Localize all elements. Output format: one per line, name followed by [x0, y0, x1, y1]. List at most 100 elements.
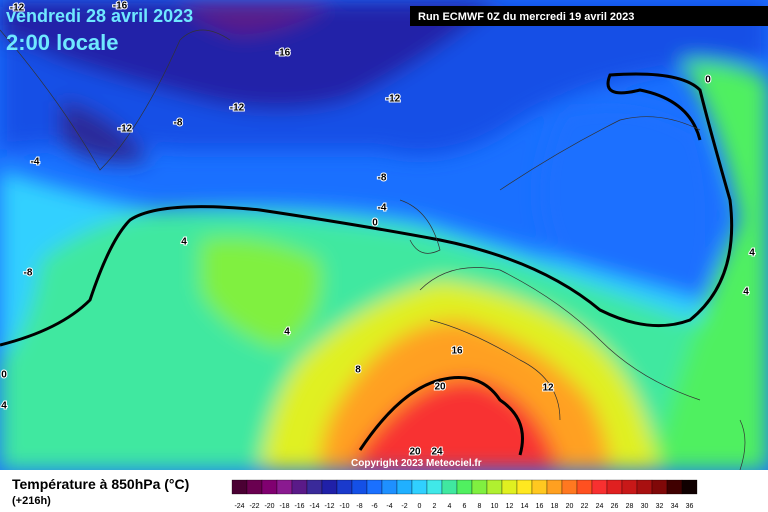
contour-label: -8	[378, 173, 387, 184]
contour-label: -16	[113, 1, 128, 12]
scale-swatch	[291, 479, 308, 495]
scale-swatch	[276, 479, 293, 495]
scale-label: -4	[386, 503, 392, 510]
scale-label: 8	[478, 503, 482, 510]
contour-label: 4	[749, 248, 755, 259]
scale-label: -6	[371, 503, 377, 510]
scale-swatch	[336, 479, 353, 495]
scale-swatch	[321, 479, 338, 495]
scale-label: 0	[418, 503, 422, 510]
contour-label: -12	[10, 3, 25, 14]
scale-label: 32	[656, 503, 664, 510]
scale-label: -14	[309, 503, 319, 510]
scale-swatch	[681, 479, 698, 495]
contour-label: -8	[24, 268, 33, 279]
map-field	[0, 0, 768, 471]
scale-swatch	[666, 479, 683, 495]
contour-label: 8	[355, 365, 361, 376]
scale-label: -8	[356, 503, 362, 510]
scale-swatch	[471, 479, 488, 495]
scale-label: 34	[671, 503, 679, 510]
scale-swatch	[651, 479, 668, 495]
scale-label: 24	[596, 503, 604, 510]
contour-label: 12	[542, 383, 554, 394]
contour-label: 4	[284, 327, 290, 338]
scale-swatch	[546, 479, 563, 495]
contour-label: 20	[409, 447, 421, 458]
scale-label: -22	[249, 503, 259, 510]
contour-label: -8	[174, 118, 183, 129]
scale-swatch	[306, 479, 323, 495]
scale-swatch	[621, 479, 638, 495]
contour-label: -4	[378, 203, 387, 214]
scale-swatch	[486, 479, 503, 495]
contour-label: -12	[230, 103, 245, 114]
scale-label: 10	[491, 503, 499, 510]
scale-label: -2	[401, 503, 407, 510]
contour-label: -12	[118, 124, 133, 135]
contour-label: -16	[276, 48, 291, 59]
scale-label: 14	[521, 503, 529, 510]
scale-swatch	[636, 479, 653, 495]
valid-date: vendredi 28 avril 2023	[6, 6, 193, 26]
scale-label: 30	[641, 503, 649, 510]
scale-label: 6	[463, 503, 467, 510]
scale-swatch	[381, 479, 398, 495]
scale-swatch	[411, 479, 428, 495]
scale-swatch	[246, 479, 263, 495]
scale-swatch	[516, 479, 533, 495]
scale-swatch	[426, 479, 443, 495]
map-title: Température à 850hPa (°C)	[12, 476, 189, 492]
contour-lines	[0, 72, 734, 456]
contour-label: 0	[705, 75, 711, 86]
scale-label: 28	[626, 503, 634, 510]
scale-label: -12	[324, 503, 334, 510]
lead-time: (+216h)	[12, 495, 51, 507]
scale-swatch	[366, 479, 383, 495]
scale-label: 16	[536, 503, 544, 510]
scale-label: 20	[566, 503, 574, 510]
contour-label: 0	[1, 370, 7, 381]
scale-swatch	[591, 479, 608, 495]
scale-label: 22	[581, 503, 589, 510]
scale-label: 12	[506, 503, 514, 510]
scale-label: -10	[339, 503, 349, 510]
scale-label: 2	[433, 503, 437, 510]
scale-label: -24	[234, 503, 244, 510]
contour-label: -4	[31, 157, 40, 168]
scale-swatch	[531, 479, 548, 495]
scale-swatch	[441, 479, 458, 495]
scale-label: 18	[551, 503, 559, 510]
contour-labels: -12 -16-16-12-12-12-8-4-8-404-84804161220…	[0, 0, 756, 459]
contour-label: 4	[181, 237, 187, 248]
run-banner	[410, 6, 768, 26]
coastlines	[0, 29, 746, 471]
scale-label: 4	[448, 503, 452, 510]
scale-swatch	[231, 479, 248, 495]
color-scale: -24 -22 -20 -18 -16 -14 -12 -10 -8 -6 -4 -2 0 2 4 6 8 10 1…	[231, 479, 698, 510]
scale-label: -18	[279, 503, 289, 510]
contour-label: 16	[451, 346, 463, 357]
contour-label: 4	[743, 287, 749, 298]
contour-label: 0	[372, 218, 378, 229]
scale-swatch	[261, 479, 278, 495]
copyright: Copyright 2023 Meteociel.fr	[351, 458, 482, 469]
local-time: 2:00 locale	[6, 30, 119, 55]
contour-label: -12	[386, 94, 401, 105]
contour-label: 20	[434, 382, 446, 393]
scale-swatch	[351, 479, 368, 495]
contour-label: 4	[1, 401, 7, 412]
scale-label: 26	[611, 503, 619, 510]
scale-label: 36	[686, 503, 694, 510]
scale-swatch	[396, 479, 413, 495]
scale-swatch	[561, 479, 578, 495]
scale-swatch	[576, 479, 593, 495]
scale-swatch	[501, 479, 518, 495]
scale-label: -16	[294, 503, 304, 510]
scale-swatch	[456, 479, 473, 495]
scale-swatch	[606, 479, 623, 495]
contour-label: 24	[431, 447, 443, 458]
run-info: Run ECMWF 0Z du mercredi 19 avril 2023	[418, 11, 634, 23]
